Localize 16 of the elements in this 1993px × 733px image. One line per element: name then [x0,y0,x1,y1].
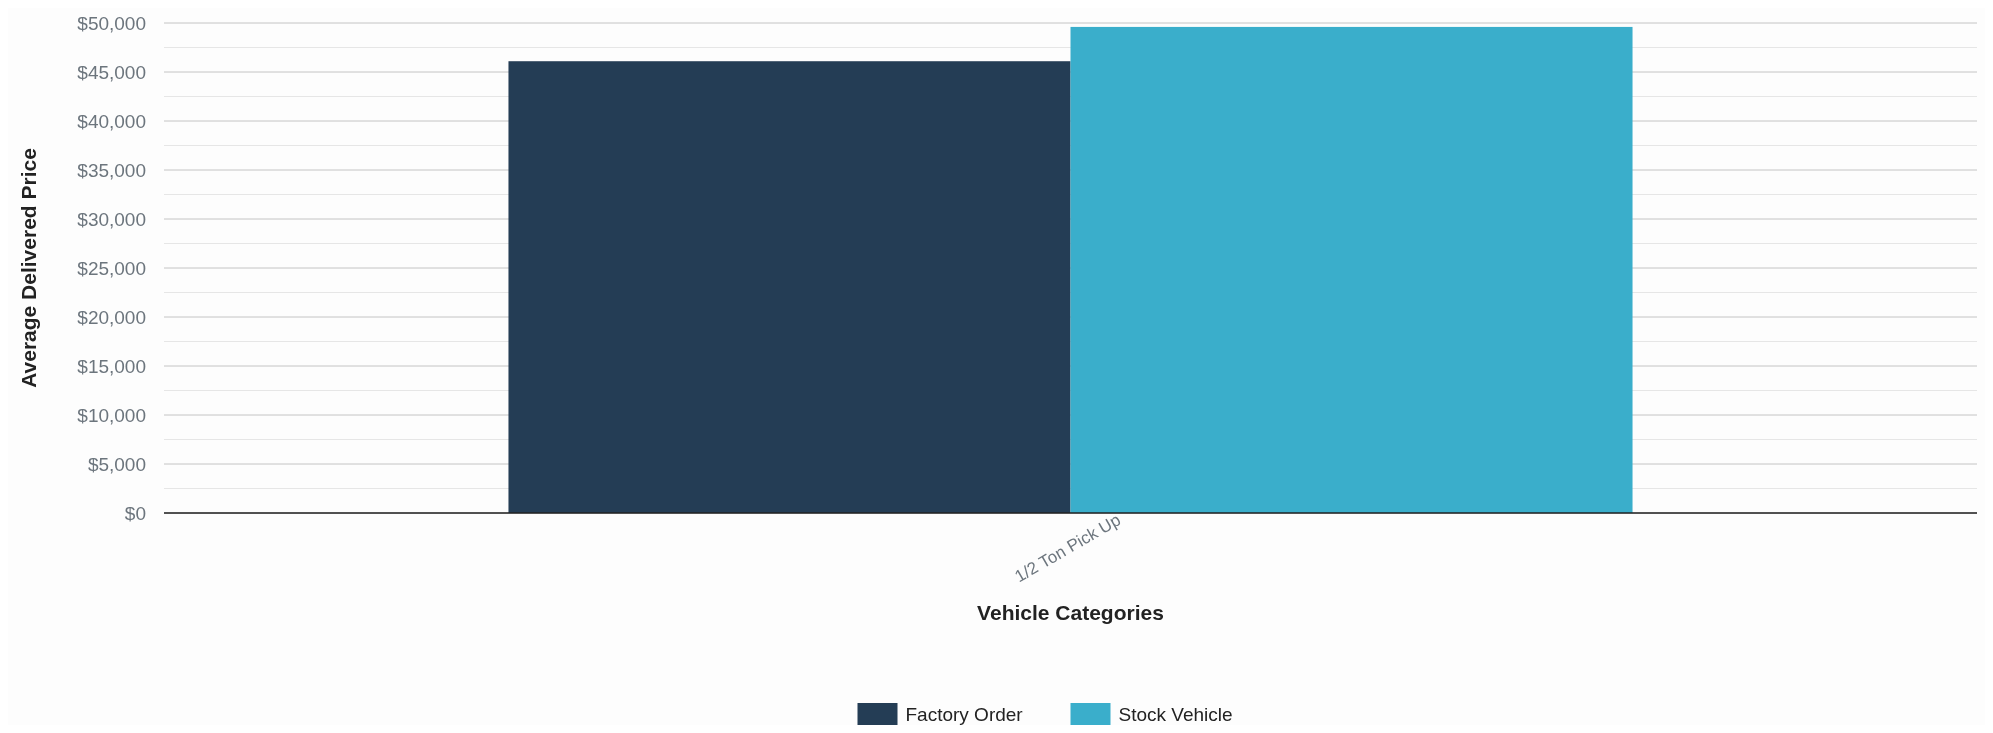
legend-label: Factory Order [905,703,1024,725]
y-tick-label: $20,000 [77,306,146,328]
y-tick-label: $40,000 [77,110,146,132]
y-tick-label: $25,000 [77,257,146,279]
y-tick-label: $5,000 [87,453,146,475]
y-tick-label: $30,000 [77,208,146,230]
legend-label: Stock Vehicle [1118,703,1233,725]
x-axis-title: Vehicle Categories [977,601,1164,624]
y-tick-label: $0 [124,502,146,524]
y-axis-title: Average Delivered Price [17,148,40,388]
y-tick-label: $35,000 [77,159,146,181]
x-tick-label: 1/2 Ton Pick Up [1011,510,1124,587]
y-tick-label: $10,000 [77,404,146,426]
y-tick-label: $45,000 [77,61,146,83]
y-tick-label: $50,000 [77,12,146,34]
y-tick-label: $15,000 [77,355,146,377]
